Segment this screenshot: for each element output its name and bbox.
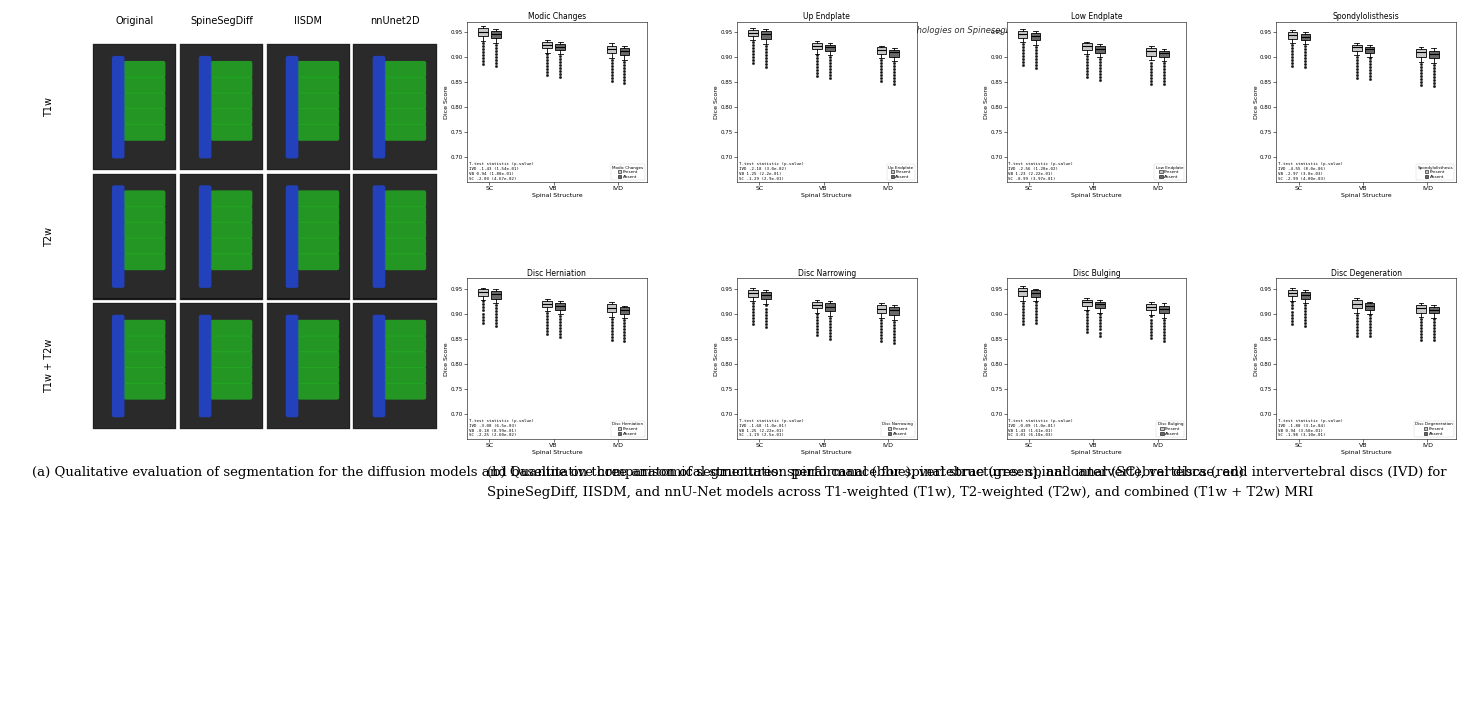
PathPatch shape	[556, 44, 565, 50]
FancyBboxPatch shape	[93, 44, 177, 170]
FancyBboxPatch shape	[297, 206, 340, 223]
FancyBboxPatch shape	[124, 191, 165, 207]
FancyBboxPatch shape	[384, 93, 427, 109]
PathPatch shape	[1083, 43, 1091, 50]
FancyBboxPatch shape	[353, 303, 437, 429]
Y-axis label: Dice Score: Dice Score	[444, 342, 449, 375]
FancyBboxPatch shape	[210, 206, 253, 223]
Y-axis label: Dice Score: Dice Score	[713, 342, 719, 375]
FancyBboxPatch shape	[179, 44, 263, 170]
Text: T-test statistic (p-value)
IVD -3.08 (6.5e-03)
VB -0.18 (8.99e-01)
SC -2.25 (2.6: T-test statistic (p-value) IVD -3.08 (6.…	[469, 418, 534, 437]
Text: T2w: T2w	[44, 226, 53, 247]
X-axis label: Spinal Structure: Spinal Structure	[1342, 449, 1392, 454]
Legend: Present, Absent: Present, Absent	[1155, 165, 1184, 180]
Text: T-test statistic (p-value)
IVD -4.55 (8.0e-06)
VB -2.97 (3.8e-03)
SC -2.99 (4.80: T-test statistic (p-value) IVD -4.55 (8.…	[1278, 162, 1343, 180]
FancyBboxPatch shape	[210, 77, 253, 93]
FancyBboxPatch shape	[124, 77, 165, 93]
FancyBboxPatch shape	[285, 186, 299, 288]
FancyBboxPatch shape	[93, 303, 177, 429]
PathPatch shape	[1031, 33, 1040, 40]
FancyBboxPatch shape	[372, 315, 385, 417]
PathPatch shape	[1146, 48, 1156, 55]
FancyBboxPatch shape	[210, 238, 253, 255]
FancyBboxPatch shape	[199, 56, 212, 158]
Legend: Present, Absent: Present, Absent	[1417, 165, 1455, 180]
FancyBboxPatch shape	[372, 56, 385, 158]
PathPatch shape	[1287, 290, 1297, 296]
FancyBboxPatch shape	[124, 238, 165, 255]
PathPatch shape	[543, 42, 552, 48]
FancyBboxPatch shape	[297, 367, 340, 384]
FancyBboxPatch shape	[124, 61, 165, 78]
PathPatch shape	[606, 304, 616, 312]
Text: Original: Original	[115, 16, 153, 26]
FancyBboxPatch shape	[384, 77, 427, 93]
FancyBboxPatch shape	[94, 175, 175, 298]
FancyBboxPatch shape	[297, 336, 340, 352]
X-axis label: Spinal Structure: Spinal Structure	[1071, 449, 1122, 454]
FancyBboxPatch shape	[355, 304, 437, 428]
Title: Low Endplate: Low Endplate	[1071, 12, 1122, 21]
FancyBboxPatch shape	[210, 93, 253, 109]
PathPatch shape	[1146, 304, 1156, 311]
FancyBboxPatch shape	[266, 44, 350, 170]
FancyBboxPatch shape	[124, 352, 165, 368]
FancyBboxPatch shape	[124, 206, 165, 223]
FancyBboxPatch shape	[297, 238, 340, 255]
Legend: Present, Absent: Present, Absent	[881, 421, 915, 437]
PathPatch shape	[1083, 300, 1091, 306]
PathPatch shape	[761, 31, 771, 39]
FancyBboxPatch shape	[179, 173, 263, 300]
FancyBboxPatch shape	[124, 336, 165, 352]
PathPatch shape	[543, 301, 552, 307]
Y-axis label: Dice Score: Dice Score	[444, 85, 449, 119]
FancyBboxPatch shape	[266, 303, 350, 429]
Legend: Present, Absent: Present, Absent	[610, 421, 644, 437]
PathPatch shape	[812, 302, 822, 308]
PathPatch shape	[1159, 306, 1169, 313]
FancyBboxPatch shape	[210, 191, 253, 207]
FancyBboxPatch shape	[384, 352, 427, 368]
FancyBboxPatch shape	[210, 109, 253, 125]
FancyBboxPatch shape	[384, 222, 427, 239]
FancyBboxPatch shape	[297, 320, 340, 336]
FancyBboxPatch shape	[353, 173, 437, 300]
Legend: Present, Absent: Present, Absent	[610, 165, 644, 180]
Title: Spondylolisthesis: Spondylolisthesis	[1333, 12, 1400, 21]
FancyBboxPatch shape	[355, 175, 437, 298]
FancyBboxPatch shape	[297, 383, 340, 400]
Y-axis label: Dice Score: Dice Score	[713, 85, 719, 119]
FancyBboxPatch shape	[384, 191, 427, 207]
FancyBboxPatch shape	[210, 222, 253, 239]
Text: T-test statistic (p-value)
IVD -1.80 (3.1e-04)
VB 0.94 (3.50e-01)
SC -1.98 (3.10: T-test statistic (p-value) IVD -1.80 (3.…	[1278, 418, 1343, 437]
PathPatch shape	[1352, 301, 1362, 308]
FancyBboxPatch shape	[297, 93, 340, 109]
FancyBboxPatch shape	[199, 315, 212, 417]
PathPatch shape	[825, 45, 834, 51]
Title: Up Endplate: Up Endplate	[803, 12, 850, 21]
FancyBboxPatch shape	[353, 44, 437, 170]
PathPatch shape	[825, 303, 834, 311]
FancyBboxPatch shape	[384, 253, 427, 270]
PathPatch shape	[890, 307, 899, 315]
PathPatch shape	[478, 290, 488, 296]
PathPatch shape	[1365, 303, 1374, 310]
Text: T-test statistic (p-value)
IVD -0.09 (1.0e-01)
VB 1.43 (1.61e-01)
SC 3.01 (6.10e: T-test statistic (p-value) IVD -0.09 (1.…	[1009, 418, 1074, 437]
Y-axis label: Dice Score: Dice Score	[1253, 342, 1259, 375]
Text: T1w: T1w	[44, 97, 53, 117]
FancyBboxPatch shape	[181, 175, 262, 298]
FancyBboxPatch shape	[297, 253, 340, 270]
FancyBboxPatch shape	[94, 45, 175, 169]
PathPatch shape	[1159, 50, 1169, 57]
FancyBboxPatch shape	[124, 320, 165, 336]
Title: Modic Changes: Modic Changes	[528, 12, 585, 21]
FancyBboxPatch shape	[384, 61, 427, 78]
Text: T-test statistic (p-value)
IVD -1.43 (1.54e-01)
VB 0.94 (1.80e-01)
SC -2.00 (4.6: T-test statistic (p-value) IVD -1.43 (1.…	[469, 162, 534, 180]
FancyBboxPatch shape	[297, 124, 340, 141]
FancyBboxPatch shape	[124, 109, 165, 125]
Legend: Present, Absent: Present, Absent	[887, 165, 915, 180]
FancyBboxPatch shape	[210, 352, 253, 368]
FancyBboxPatch shape	[266, 173, 350, 300]
X-axis label: Spinal Structure: Spinal Structure	[802, 449, 852, 454]
FancyBboxPatch shape	[384, 336, 427, 352]
